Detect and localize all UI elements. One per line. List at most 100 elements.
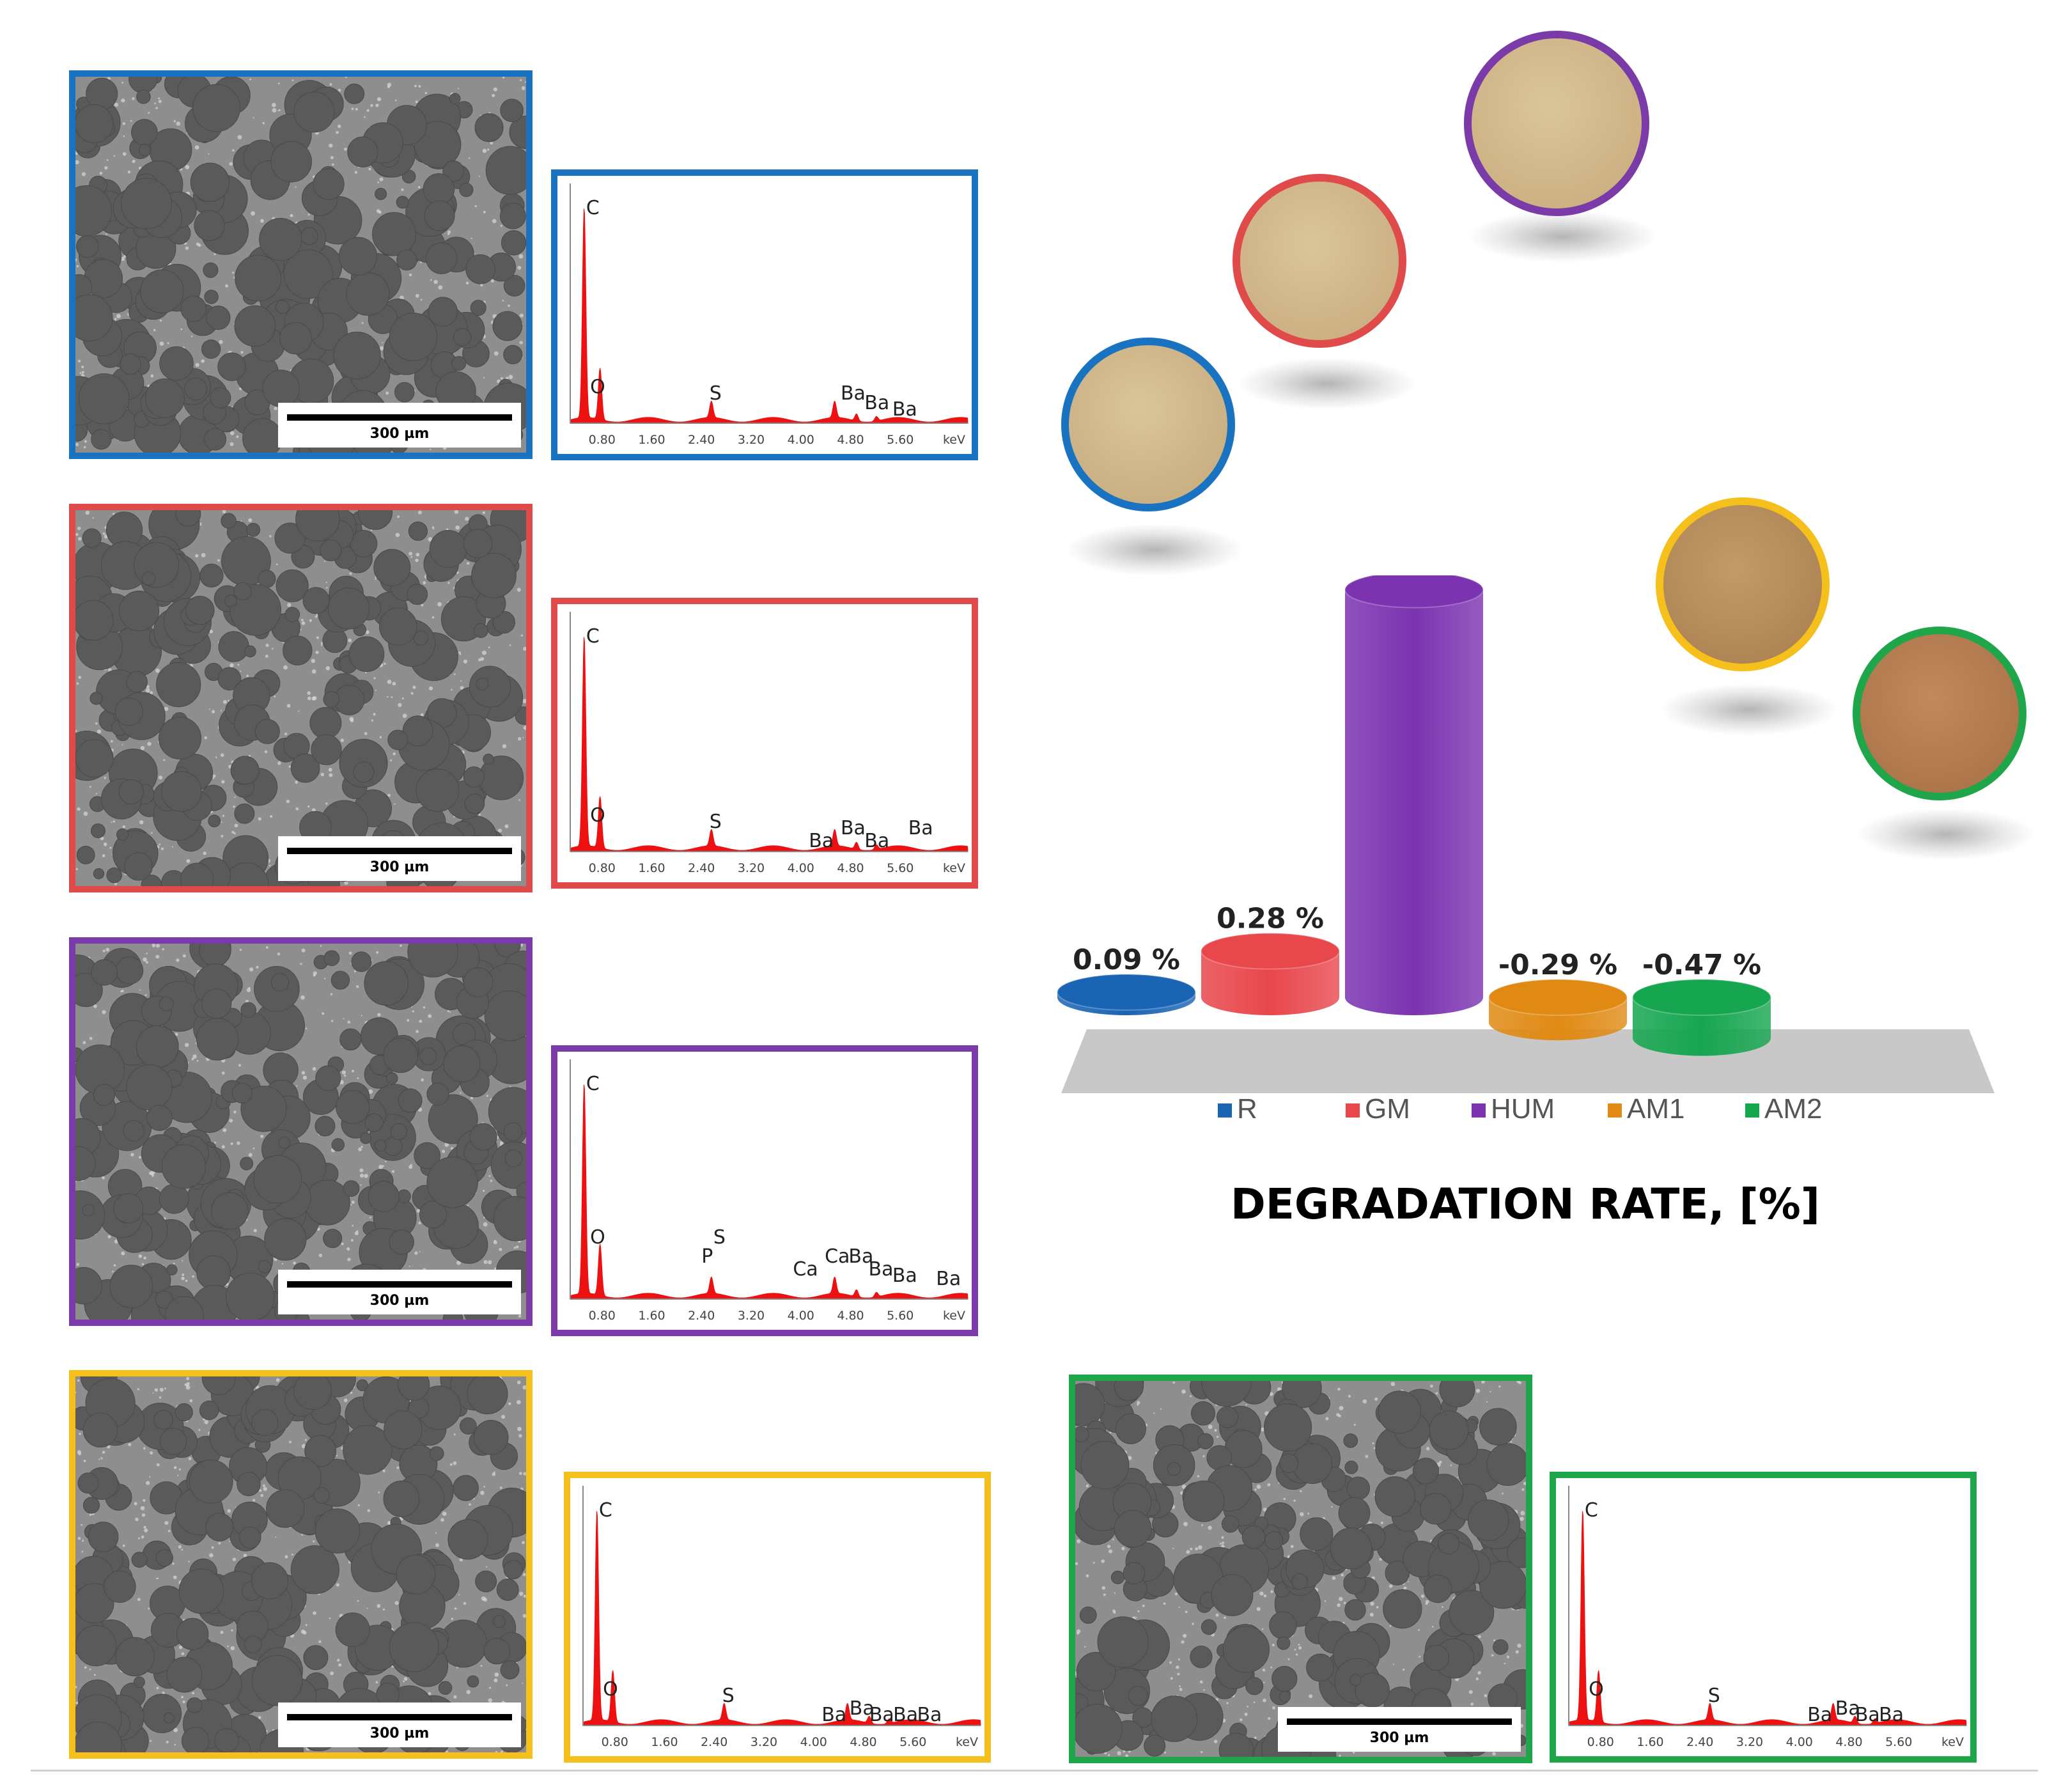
element-label: Ca bbox=[825, 1245, 850, 1268]
spectrum-tick-label: 4.00 bbox=[788, 1309, 814, 1323]
element-label: S bbox=[713, 1226, 726, 1249]
bar-value-label: -0.29 % bbox=[1498, 949, 1617, 981]
element-label: S bbox=[1708, 1685, 1720, 1707]
spectrum-tick-label: 1.60 bbox=[651, 1735, 678, 1749]
scale-bar-label: 300 µm bbox=[369, 1293, 430, 1309]
scale-bar: 300 µm bbox=[278, 403, 521, 448]
spectrum-tick-label: 5.60 bbox=[887, 1309, 914, 1323]
element-label: Ba bbox=[841, 817, 866, 839]
spectrum-tick-label: 1.60 bbox=[638, 1309, 665, 1323]
bar-am1 bbox=[1488, 979, 1628, 1041]
spectrum-tick-label: 5.60 bbox=[887, 861, 914, 875]
element-label: S bbox=[722, 1685, 735, 1707]
element-label: Ba bbox=[848, 1245, 873, 1268]
scale-bar-label: 300 µm bbox=[369, 1726, 430, 1741]
spectrum-tick-label: 4.80 bbox=[1835, 1735, 1862, 1749]
bottom-divider bbox=[31, 1770, 2038, 1772]
element-label: S bbox=[710, 811, 722, 833]
element-label: O bbox=[1589, 1678, 1604, 1701]
spectrum-tick-label: 0.80 bbox=[602, 1735, 628, 1749]
scale-bar: 300 µm bbox=[278, 1270, 521, 1314]
element-label: O bbox=[590, 376, 605, 398]
element-label: Ba bbox=[841, 382, 866, 405]
spectrum-tick-label: 2.40 bbox=[688, 1309, 715, 1323]
bar-gm bbox=[1201, 932, 1340, 1015]
legend-swatch bbox=[1608, 1103, 1622, 1118]
spectrum-unit-label: keV bbox=[943, 1309, 965, 1323]
bar-value-label: -0.47 % bbox=[1642, 949, 1761, 981]
eds-spectrum-gm: 0.80 1.60 2.40 3.20 4.00 4.80 5.60 keV C O S Ba Ba Ba… bbox=[551, 598, 978, 889]
element-label: Ba bbox=[893, 1704, 918, 1726]
spectrum-tick-label: 4.00 bbox=[788, 861, 814, 875]
legend-label: R bbox=[1237, 1093, 1257, 1125]
element-label: Ba bbox=[892, 1265, 917, 1287]
spectrum-tick-label: 0.80 bbox=[589, 433, 616, 447]
legend-label: HUM bbox=[1491, 1093, 1555, 1125]
spectrum-tick-label: 1.60 bbox=[638, 433, 665, 447]
sem-image-hum: 300 µm bbox=[69, 937, 533, 1326]
legend-item-am1: AM1 bbox=[1608, 1093, 1684, 1125]
sem-image-gm: 300 µm bbox=[69, 504, 533, 892]
chart-title: DEGRADATION RATE, [%] bbox=[1231, 1180, 1820, 1229]
coin-shadow bbox=[1662, 684, 1836, 735]
element-label: O bbox=[603, 1678, 618, 1701]
scale-bar: 300 µm bbox=[1278, 1707, 1521, 1752]
legend-label: AM1 bbox=[1627, 1093, 1685, 1125]
spectrum-tick-label: 1.60 bbox=[1637, 1735, 1663, 1749]
legend-label: AM2 bbox=[1764, 1093, 1823, 1125]
coin-shadow bbox=[1859, 809, 2033, 860]
sample-coin-gm bbox=[1233, 174, 1406, 348]
sample-coin-r bbox=[1061, 338, 1235, 511]
spectrum-tick-label: 2.40 bbox=[688, 861, 715, 875]
sem-image-am1: 300 µm bbox=[69, 1370, 533, 1759]
element-label: Ba bbox=[869, 1258, 894, 1281]
element-label: Ba bbox=[864, 392, 889, 414]
bar-am2 bbox=[1632, 979, 1771, 1056]
element-label: Ba bbox=[1835, 1697, 1860, 1720]
bar-hum bbox=[1344, 575, 1484, 1015]
sem-image-am2: 300 µm bbox=[1069, 1375, 1532, 1763]
eds-spectrum-am1: 0.80 1.60 2.40 3.20 4.00 4.80 5.60 keV C O S Ba Ba Ba… bbox=[564, 1472, 991, 1763]
element-label: Ba bbox=[869, 1704, 894, 1726]
element-label: Ba bbox=[850, 1697, 875, 1720]
sample-coin-hum bbox=[1464, 31, 1649, 216]
element-label: C bbox=[586, 1073, 600, 1095]
spectrum-unit-label: keV bbox=[943, 433, 965, 447]
legend-item-r: R bbox=[1218, 1093, 1257, 1125]
legend-item-gm: GM bbox=[1346, 1093, 1410, 1125]
spectrum-tick-label: 3.20 bbox=[1736, 1735, 1763, 1749]
eds-spectrum-am2: 0.80 1.60 2.40 3.20 4.00 4.80 5.60 keV C O S Ba Ba Ba… bbox=[1550, 1472, 1977, 1763]
element-label: Ba bbox=[1807, 1704, 1832, 1726]
element-label: Ca bbox=[793, 1258, 818, 1281]
spectrum-tick-label: 0.80 bbox=[1587, 1735, 1614, 1749]
spectrum-trace bbox=[570, 637, 968, 852]
spectrum-tick-label: 4.80 bbox=[837, 433, 864, 447]
legend-item-hum: HUM bbox=[1472, 1093, 1555, 1125]
element-label: C bbox=[586, 197, 600, 219]
element-label: Ba bbox=[809, 830, 834, 852]
spectrum-tick-label: 5.60 bbox=[1885, 1735, 1912, 1749]
element-label: O bbox=[590, 804, 605, 827]
bar-value-label: 0.28 % bbox=[1217, 903, 1324, 935]
spectrum-trace bbox=[582, 1511, 981, 1726]
element-label: C bbox=[1585, 1499, 1598, 1522]
legend-label: GM bbox=[1365, 1093, 1410, 1125]
spectrum-tick-label: 3.20 bbox=[738, 433, 765, 447]
spectrum-tick-label: 0.80 bbox=[589, 861, 616, 875]
spectrum-tick-label: 4.00 bbox=[1786, 1735, 1813, 1749]
legend-swatch bbox=[1472, 1103, 1486, 1118]
element-label: O bbox=[590, 1226, 605, 1249]
element-label: C bbox=[586, 625, 600, 648]
eds-spectrum-r: 0.80 1.60 2.40 3.20 4.00 4.80 5.60 keV C O S Ba Ba Ba bbox=[551, 169, 978, 460]
spectrum-tick-label: 4.80 bbox=[837, 861, 864, 875]
spectrum-trace bbox=[1568, 1511, 1967, 1726]
element-label: S bbox=[710, 382, 722, 405]
sem-image-r: 300 µm bbox=[69, 70, 533, 459]
spectrum-tick-label: 1.60 bbox=[638, 861, 665, 875]
element-label: Ba bbox=[936, 1268, 961, 1290]
element-label: Ba bbox=[1879, 1704, 1904, 1726]
scale-bar-label: 300 µm bbox=[1369, 1730, 1429, 1746]
element-label: C bbox=[599, 1499, 612, 1522]
legend-item-am2: AM2 bbox=[1745, 1093, 1822, 1125]
legend-swatch bbox=[1218, 1103, 1232, 1118]
